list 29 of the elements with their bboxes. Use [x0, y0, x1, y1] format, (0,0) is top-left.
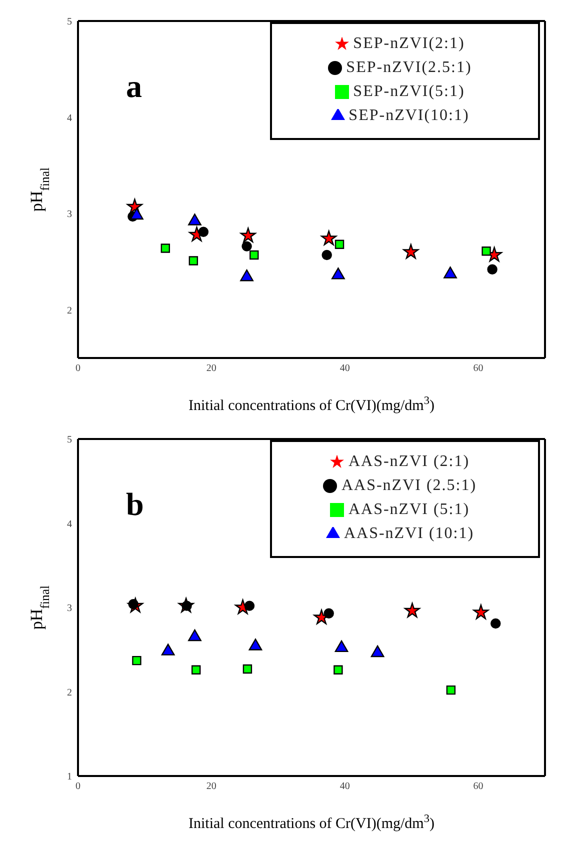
legend-label: SEP-nZVI(10:1)	[348, 107, 470, 124]
x-tick-label: 60	[473, 363, 484, 374]
legend-label: AAS-nZVI (2:1)	[348, 453, 470, 470]
x-tick-label: 60	[473, 781, 484, 792]
y-tick-label: 5	[67, 16, 72, 28]
annotation: b	[126, 486, 144, 523]
legend-label: AAS-nZVI (2.5:1)	[341, 477, 477, 494]
legend-label: AAS-nZVI (10:1)	[344, 525, 474, 542]
y-tick-label: 4	[67, 518, 72, 530]
y-tick-label: 3	[67, 209, 72, 220]
x-tick-label: 20	[206, 363, 216, 374]
y-tick-label: 5	[67, 434, 72, 446]
legend-label: SEP-nZVI(2:1)	[353, 35, 465, 52]
x-tick-label: 0	[76, 363, 80, 374]
y-tick-label: 1	[67, 772, 72, 783]
legend-label: AAS-nZVI (5:1)	[348, 501, 470, 518]
x-axis-title: Initial concentrations of Cr(VI)(mg/dm$^{3}$)	[188, 395, 434, 414]
y-tick-label: 4	[67, 112, 72, 124]
y-tick-label: 2	[67, 305, 72, 316]
x-tick-label: 40	[340, 781, 350, 792]
x-axis-title: Initial concentrations of Cr(VI)(mg/dm$^{3}$)	[188, 813, 434, 832]
y-tick-label: 3	[67, 603, 72, 614]
legend-label: SEP-nZVI(2.5:1)	[346, 59, 472, 76]
x-tick-label: 20	[206, 781, 216, 792]
annotation: a	[126, 68, 142, 105]
x-tick-label: 40	[340, 363, 350, 374]
legend-label: SEP-nZVI(5:1)	[353, 83, 465, 100]
x-tick-label: 0	[76, 781, 80, 792]
y-tick-label: 2	[67, 687, 72, 698]
